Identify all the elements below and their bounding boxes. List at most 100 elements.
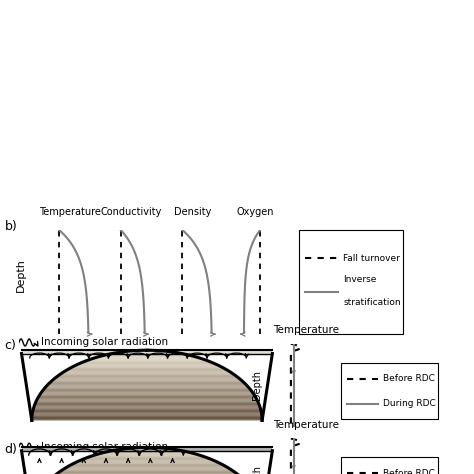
Polygon shape	[97, 356, 197, 357]
Text: b): b)	[5, 220, 18, 233]
Polygon shape	[93, 455, 201, 456]
Text: Depth: Depth	[252, 370, 262, 400]
Text: stratification: stratification	[344, 299, 401, 307]
Polygon shape	[81, 459, 213, 460]
Polygon shape	[52, 380, 242, 381]
Text: During RDC: During RDC	[383, 399, 436, 408]
Polygon shape	[32, 415, 262, 416]
Polygon shape	[33, 408, 261, 409]
Polygon shape	[86, 360, 208, 361]
Polygon shape	[75, 364, 219, 365]
Polygon shape	[83, 458, 210, 459]
Polygon shape	[34, 406, 260, 408]
Polygon shape	[75, 461, 219, 463]
Polygon shape	[106, 451, 188, 452]
Polygon shape	[111, 353, 183, 354]
Polygon shape	[90, 456, 204, 457]
Polygon shape	[111, 450, 183, 451]
Polygon shape	[56, 473, 237, 474]
Polygon shape	[34, 405, 260, 406]
Polygon shape	[78, 363, 216, 364]
Polygon shape	[118, 351, 176, 353]
Polygon shape	[38, 397, 256, 398]
Polygon shape	[32, 417, 262, 418]
Polygon shape	[32, 413, 262, 415]
Polygon shape	[64, 370, 229, 371]
Polygon shape	[93, 357, 201, 358]
Polygon shape	[81, 362, 213, 363]
Polygon shape	[37, 398, 257, 399]
Polygon shape	[71, 464, 223, 465]
Text: Temperature: Temperature	[273, 325, 339, 336]
Polygon shape	[40, 393, 254, 395]
Text: Oxygen: Oxygen	[236, 208, 273, 218]
Polygon shape	[46, 385, 248, 386]
Polygon shape	[32, 418, 262, 419]
Polygon shape	[67, 369, 227, 370]
Text: Incoming solar radiation: Incoming solar radiation	[41, 337, 168, 347]
Text: Conductivity: Conductivity	[101, 208, 162, 218]
Polygon shape	[83, 361, 210, 362]
Polygon shape	[106, 354, 188, 355]
Polygon shape	[61, 470, 233, 471]
Text: Before RDC: Before RDC	[383, 469, 435, 474]
Polygon shape	[35, 404, 259, 405]
Polygon shape	[64, 467, 229, 468]
Polygon shape	[38, 396, 255, 397]
Polygon shape	[58, 375, 236, 376]
Polygon shape	[63, 371, 231, 373]
Polygon shape	[69, 465, 225, 466]
Polygon shape	[36, 401, 258, 403]
Polygon shape	[41, 391, 253, 392]
Polygon shape	[101, 355, 193, 356]
Polygon shape	[32, 419, 262, 420]
Polygon shape	[51, 381, 243, 382]
Text: Fall turnover: Fall turnover	[344, 254, 401, 263]
Polygon shape	[32, 412, 262, 413]
Text: Temperature: Temperature	[273, 420, 339, 430]
Polygon shape	[21, 447, 273, 451]
Polygon shape	[42, 390, 252, 391]
Polygon shape	[126, 350, 168, 351]
Text: Depth: Depth	[252, 465, 262, 474]
Polygon shape	[32, 416, 262, 417]
Polygon shape	[44, 388, 250, 389]
Text: Depth: Depth	[16, 258, 27, 292]
Polygon shape	[54, 378, 240, 380]
Polygon shape	[90, 358, 204, 360]
Polygon shape	[59, 471, 235, 472]
Polygon shape	[49, 382, 245, 383]
Polygon shape	[97, 453, 197, 455]
Text: Temperature: Temperature	[39, 208, 101, 218]
Polygon shape	[45, 386, 249, 388]
Polygon shape	[71, 366, 223, 368]
Polygon shape	[55, 377, 239, 378]
Polygon shape	[41, 392, 253, 393]
Text: Density: Density	[174, 208, 212, 218]
Polygon shape	[43, 389, 251, 390]
Polygon shape	[36, 399, 257, 401]
Polygon shape	[58, 472, 236, 473]
Polygon shape	[59, 374, 235, 375]
Polygon shape	[118, 448, 176, 450]
Polygon shape	[86, 457, 208, 458]
Polygon shape	[73, 463, 221, 464]
Polygon shape	[63, 468, 231, 470]
Text: c): c)	[5, 339, 17, 352]
Polygon shape	[33, 409, 261, 410]
Polygon shape	[67, 466, 227, 467]
Polygon shape	[73, 365, 221, 366]
Polygon shape	[21, 349, 273, 354]
Polygon shape	[56, 376, 237, 377]
Polygon shape	[69, 368, 225, 369]
Text: Inverse: Inverse	[344, 275, 377, 284]
Polygon shape	[48, 383, 246, 384]
Polygon shape	[47, 384, 246, 385]
Polygon shape	[33, 410, 261, 411]
Polygon shape	[78, 460, 216, 461]
Polygon shape	[35, 403, 259, 404]
Polygon shape	[101, 452, 193, 453]
Polygon shape	[39, 395, 255, 396]
Text: Before RDC: Before RDC	[383, 374, 435, 383]
Polygon shape	[33, 411, 261, 412]
